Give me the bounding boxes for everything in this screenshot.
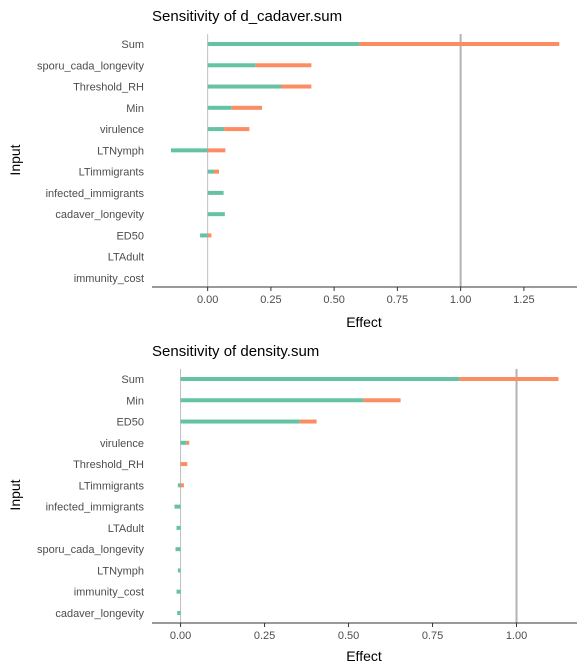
y-tick-label: Min — [126, 103, 144, 115]
y-tick-label: LTimmigrants — [79, 480, 145, 492]
bar-Sum-series-2 — [459, 377, 559, 381]
bar-Threshold_RH-series-1 — [207, 84, 282, 89]
x-axis-title: Effect — [346, 314, 382, 330]
bar-LTimmigrants-series-2 — [180, 483, 184, 488]
y-tick-label: LTimmigrants — [79, 167, 145, 179]
x-axis-title: Effect — [346, 648, 382, 664]
y-tick-label: LTAdult — [108, 523, 144, 535]
y-tick-label: ED50 — [116, 417, 144, 429]
chart-title: Sensitivity of d_cadaver.sum — [152, 8, 342, 25]
bar-infected_immigrants-series-1 — [207, 190, 224, 195]
bar-sporu_cada_longevity-series-2 — [255, 63, 312, 68]
bar-cadaver_longevity-series-1 — [207, 212, 225, 217]
x-tick-label: 1.00 — [450, 294, 471, 306]
bar-ED50-series-2 — [207, 233, 212, 238]
bar-ED50-series-1 — [180, 419, 300, 424]
y-tick-label: Threshold_RH — [73, 459, 144, 471]
y-axis-title: Input — [7, 479, 23, 510]
bar-Min-series-2 — [363, 398, 401, 403]
x-tick-label: 0.25 — [260, 294, 281, 306]
bar-cadaver_longevity-series-1 — [177, 610, 181, 615]
chart-title: Sensitivity of density.sum — [152, 343, 319, 360]
chart-density-sum: Sensitivity of density.sum Input Effect … — [7, 343, 577, 664]
y-tick-label: ED50 — [116, 230, 144, 242]
bar-ED50-series-1 — [200, 233, 208, 238]
bar-Threshold_RH-series-2 — [180, 462, 188, 467]
bar-Sum-series-2 — [359, 42, 560, 46]
bar-LTimmigrants-series-2 — [213, 169, 220, 174]
bar-virulence-series-2 — [224, 127, 250, 132]
y-tick-label: LTNymph — [97, 565, 144, 577]
y-tick-label: Sum — [121, 374, 144, 386]
bar-Sum-series-1 — [180, 377, 460, 381]
bar-infected_immigrants-series-1 — [174, 504, 181, 509]
bar-LTNymph-series-2 — [207, 148, 226, 153]
bar-Sum-series-1 — [207, 42, 360, 46]
y-tick-label: Min — [126, 395, 144, 407]
x-tick-label: 0.25 — [254, 630, 275, 642]
y-tick-label: LTAdult — [108, 252, 144, 264]
bar-LTNymph-series-1 — [177, 568, 181, 573]
plot-panel: Sum Min ED50 virulence Threshold_RH LTimmigra… — [37, 369, 577, 642]
x-tick-label: 0.75 — [387, 294, 408, 306]
bar-virulence-series-1 — [207, 127, 225, 132]
bar-Threshold_RH-series-2 — [281, 84, 312, 89]
bar-Min-series-1 — [180, 398, 364, 403]
x-tick-label: 1.25 — [513, 294, 534, 306]
y-tick-label: Threshold_RH — [73, 82, 144, 94]
y-tick-label: virulence — [100, 124, 144, 136]
y-tick-label: cadaver_longevity — [55, 608, 144, 620]
bar-virulence-series-2 — [186, 440, 190, 445]
bar-immunity_cost-series-1 — [176, 589, 181, 594]
x-tick-label: 1.00 — [506, 630, 527, 642]
y-tick-label: infected_immigrants — [46, 502, 145, 514]
chart-d-cadaver-sum: Sensitivity of d_cadaver.sum Input Effec… — [7, 8, 577, 330]
bar-virulence-series-1 — [180, 440, 187, 445]
bar-Min-series-1 — [207, 105, 232, 110]
y-tick-label: infected_immigrants — [46, 188, 145, 200]
y-tick-label: sporu_cada_longevity — [37, 544, 145, 556]
x-tick-label: 0.00 — [170, 630, 191, 642]
y-axis-title: Input — [7, 144, 23, 175]
bar-Min-series-2 — [231, 105, 263, 110]
x-tick-label: 0.00 — [197, 294, 218, 306]
bar-LTimmigrants-series-1 — [207, 169, 214, 174]
y-tick-label: virulence — [100, 438, 144, 450]
y-tick-label: Sum — [121, 39, 144, 51]
bar-sporu_cada_longevity-series-1 — [207, 63, 256, 68]
y-tick-label: sporu_cada_longevity — [37, 60, 145, 72]
bar-LTNymph-series-1 — [170, 148, 208, 153]
plot-panel: Sum sporu_cada_longevity Threshold_RH Min vi… — [37, 34, 577, 306]
bar-LTimmigrants-series-1 — [177, 483, 181, 488]
y-tick-label: LTNymph — [97, 145, 144, 157]
bar-sporu_cada_longevity-series-1 — [175, 547, 181, 552]
x-tick-label: 0.75 — [422, 630, 443, 642]
y-tick-label: cadaver_longevity — [55, 209, 144, 221]
x-tick-label: 0.50 — [323, 294, 344, 306]
bar-LTAdult-series-1 — [176, 525, 181, 530]
y-tick-label: immunity_cost — [74, 273, 144, 285]
bar-ED50-series-2 — [299, 419, 317, 424]
y-tick-label: immunity_cost — [74, 587, 144, 599]
x-tick-label: 0.50 — [338, 630, 359, 642]
